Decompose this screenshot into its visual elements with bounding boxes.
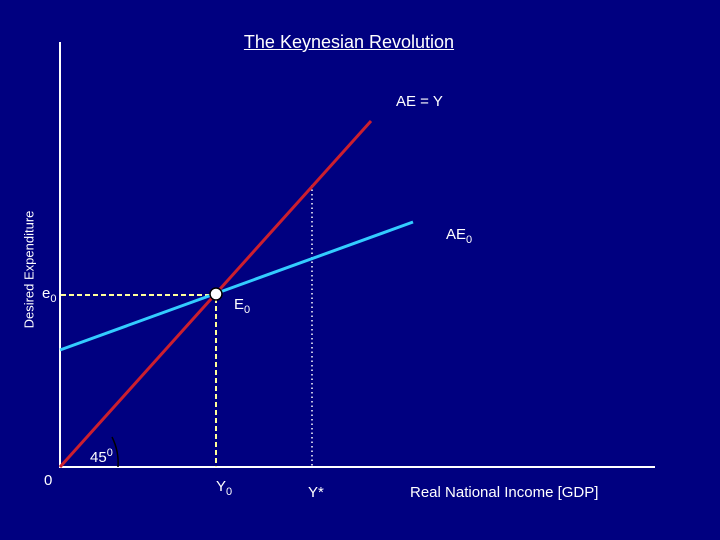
- ae0-label-sub: 0: [466, 234, 473, 246]
- page-title: The Keynesian Revolution: [243, 32, 455, 52]
- E0-label-base: E: [234, 296, 245, 313]
- ystar-label: Y*: [308, 484, 324, 501]
- ae0-label-base: AE: [446, 226, 467, 243]
- y0-label-base: Y: [216, 478, 227, 495]
- angle-label-sup: 0: [106, 447, 113, 459]
- angle-label-base: 45: [90, 449, 107, 466]
- E0-label-sub: 0: [244, 304, 251, 316]
- equilibrium-point: [209, 287, 223, 301]
- origin-label: 0: [44, 472, 53, 489]
- e0-label-base: e: [42, 285, 51, 302]
- angle-arc: [111, 436, 119, 468]
- E0-label: E0: [234, 296, 250, 316]
- ae-equals-y-label: AE = Y: [396, 93, 443, 110]
- e0-label: e0: [42, 285, 56, 305]
- ae0-line: [59, 220, 414, 352]
- ae0-label: AE0: [446, 226, 472, 246]
- y0-label-sub: 0: [226, 486, 233, 498]
- angle-label: 450: [90, 447, 113, 466]
- e0-label-sub: 0: [50, 293, 57, 305]
- x-axis-label: Real National Income [GDP]: [410, 484, 599, 501]
- y0-label: Y0: [216, 478, 232, 498]
